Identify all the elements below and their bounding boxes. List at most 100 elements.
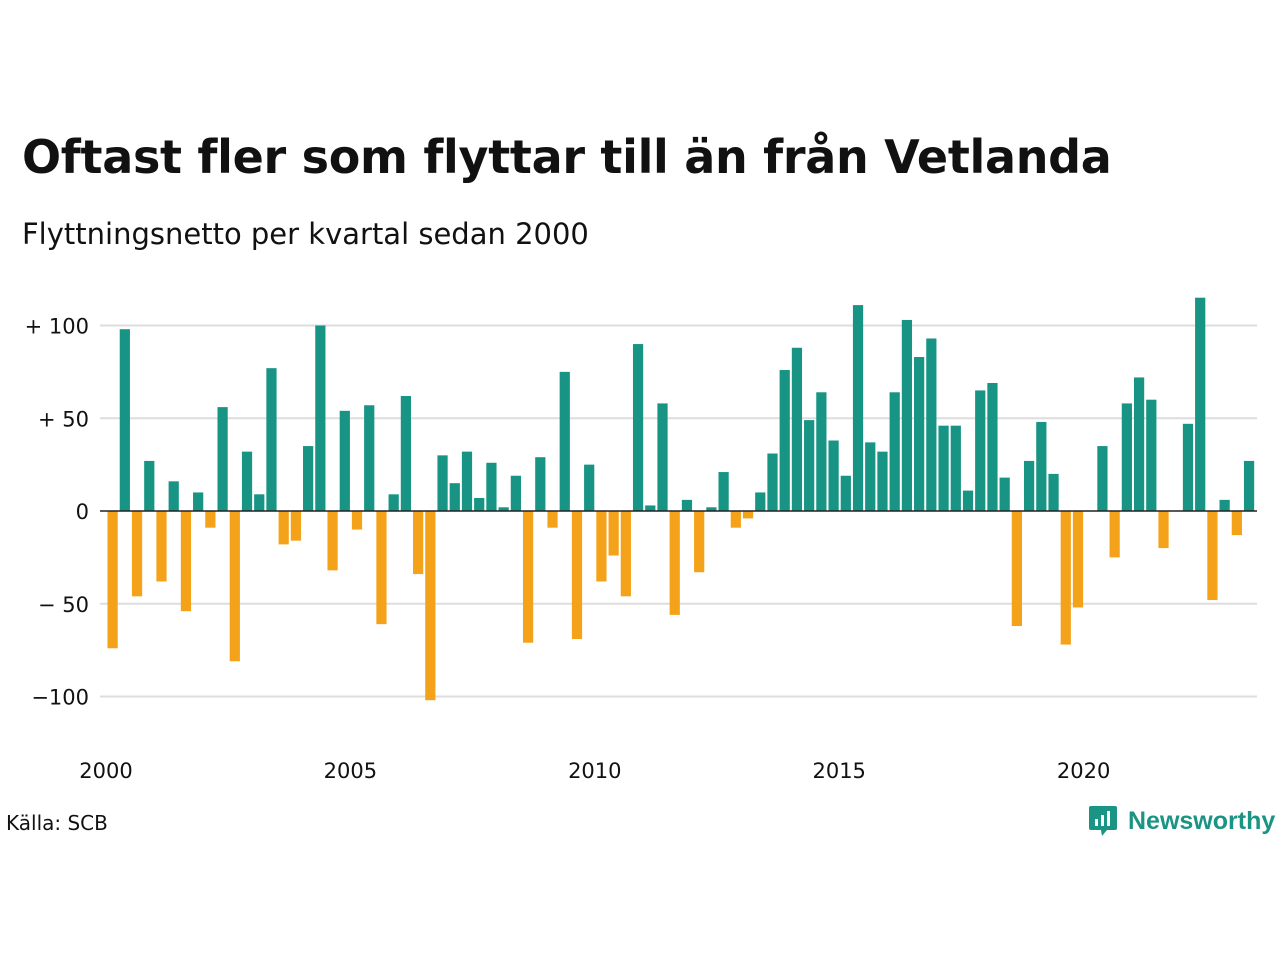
bar xyxy=(413,511,424,575)
bar xyxy=(205,511,216,528)
newsworthy-logo: Newsworthy xyxy=(1088,804,1275,838)
bar xyxy=(217,407,228,511)
bar xyxy=(1182,423,1194,511)
bar xyxy=(131,511,143,597)
bar xyxy=(645,505,656,511)
bar xyxy=(901,319,913,511)
x-tick-label: 2010 xyxy=(568,759,621,783)
bar xyxy=(290,511,302,541)
y-tick-label: 0 xyxy=(76,500,89,524)
bar xyxy=(1146,399,1157,511)
bar xyxy=(278,511,289,545)
bar xyxy=(1243,460,1255,512)
x-axis-ticks: 2000 2005 2010 2015 2020 xyxy=(79,759,1110,783)
bar xyxy=(852,305,864,512)
bar xyxy=(339,410,350,511)
y-tick-label: + 50 xyxy=(38,407,89,431)
bar xyxy=(1207,511,1218,601)
bar xyxy=(351,511,363,530)
bar xyxy=(632,344,644,511)
bar xyxy=(400,395,411,511)
bar xyxy=(327,511,338,571)
bar xyxy=(657,403,668,511)
bar xyxy=(1011,511,1022,627)
chart-subtitle: Flyttningsnetto per kvartal sedan 2000 xyxy=(22,217,589,251)
bar xyxy=(193,492,204,511)
bar xyxy=(229,511,240,662)
bar xyxy=(999,477,1010,511)
bar xyxy=(168,481,179,511)
bar xyxy=(1158,511,1169,549)
bar xyxy=(840,475,851,511)
bar xyxy=(816,392,827,511)
bar xyxy=(1109,511,1120,558)
bar xyxy=(144,460,155,512)
bar xyxy=(156,511,167,582)
bar xyxy=(950,425,961,511)
bar xyxy=(755,492,766,511)
bar xyxy=(779,370,790,511)
bar xyxy=(987,383,998,511)
bar xyxy=(241,451,253,511)
bar xyxy=(608,511,619,556)
source-note: Källa: SCB xyxy=(6,811,108,835)
bar xyxy=(938,425,949,511)
bar xyxy=(718,472,729,511)
bar xyxy=(1195,297,1206,511)
x-tick-label: 2015 xyxy=(812,759,865,783)
bar xyxy=(1219,499,1230,511)
bar xyxy=(584,464,595,512)
bar xyxy=(547,511,558,528)
bar xyxy=(474,498,485,511)
bar xyxy=(266,368,277,511)
bar xyxy=(730,511,741,528)
bar xyxy=(425,511,436,701)
bar xyxy=(804,420,815,511)
bar xyxy=(742,511,754,519)
bar xyxy=(498,507,509,511)
bar xyxy=(620,511,631,597)
bar xyxy=(706,507,717,511)
bar xyxy=(669,511,680,615)
bar xyxy=(388,494,399,512)
bar xyxy=(449,483,460,511)
bar xyxy=(828,440,839,511)
y-tick-label: −100 xyxy=(31,686,89,710)
bar xyxy=(791,347,803,511)
bar xyxy=(571,511,583,639)
y-tick-label: + 100 xyxy=(25,315,89,339)
bar xyxy=(1121,403,1132,511)
bar xyxy=(694,511,705,573)
bar xyxy=(535,457,546,511)
bar xyxy=(559,371,570,512)
chart-title: Oftast fler som flyttar till än från Vet… xyxy=(22,130,1112,184)
bar xyxy=(1231,511,1242,536)
bar xyxy=(486,462,497,511)
bars xyxy=(107,297,1255,701)
bar xyxy=(926,338,937,511)
bar xyxy=(303,446,314,511)
bar xyxy=(510,475,521,511)
bar xyxy=(254,494,265,512)
bar xyxy=(1060,511,1071,645)
bar xyxy=(681,499,693,511)
bar xyxy=(107,511,118,649)
bar xyxy=(364,405,375,511)
bar xyxy=(914,357,925,511)
bar xyxy=(437,455,448,511)
bar xyxy=(461,451,473,511)
newsworthy-logo-text: Newsworthy xyxy=(1128,806,1276,835)
newsworthy-logo-icon xyxy=(1089,806,1117,836)
bar xyxy=(1036,421,1047,511)
bar xyxy=(767,453,778,512)
bar xyxy=(376,511,387,625)
bar xyxy=(1133,377,1145,511)
bar xyxy=(962,490,974,512)
bar xyxy=(1024,460,1035,512)
bar xyxy=(596,511,607,582)
y-axis-ticks: + 100 + 50 0 − 50 −100 xyxy=(25,315,89,710)
x-tick-label: 2005 xyxy=(324,759,377,783)
bar xyxy=(889,392,900,511)
bar xyxy=(522,511,534,643)
